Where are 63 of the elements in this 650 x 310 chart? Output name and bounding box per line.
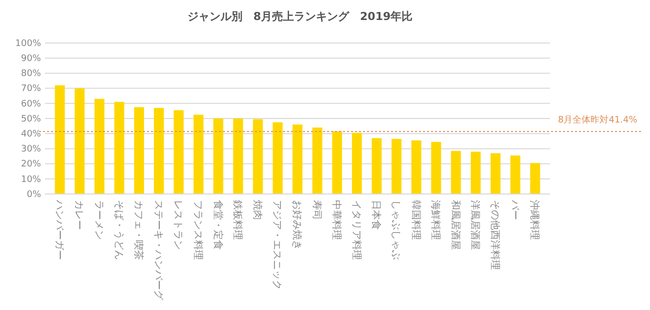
y-tick-label: 100% <box>15 38 42 49</box>
y-tick-label: 60% <box>20 99 42 110</box>
bar <box>510 155 520 194</box>
bar <box>450 150 461 194</box>
bar <box>272 122 283 194</box>
x-tick-label: 焼肉 <box>251 200 264 220</box>
y-tick-label: 30% <box>20 144 42 155</box>
x-tick-label: レストラン <box>172 200 184 250</box>
x-tick-label: カフェ・喫茶 <box>132 200 145 260</box>
x-tick-label: ハンバーガー <box>53 199 64 260</box>
bar <box>252 119 263 194</box>
bar <box>392 138 402 194</box>
x-tick-label: 和風居酒屋 <box>449 200 462 250</box>
bar <box>233 118 244 194</box>
bar <box>411 140 422 194</box>
bar <box>194 114 204 194</box>
y-tick-label: 0% <box>26 190 42 200</box>
x-tick-label: カレー <box>73 200 84 230</box>
y-tick-label: 10% <box>20 174 42 185</box>
x-tick-label: 中華料理 <box>330 200 343 240</box>
x-tick-label: アジア・エスニック <box>271 200 282 290</box>
bar <box>74 88 85 194</box>
chart-title: ジャンル別 8月売上ランキング 2019年比 <box>187 10 413 23</box>
bar <box>490 153 500 194</box>
bar <box>114 102 124 194</box>
bar <box>154 108 164 194</box>
x-tick-label: 韓国料理 <box>410 200 422 240</box>
bar <box>312 128 322 194</box>
bar <box>431 142 442 194</box>
y-tick-label: 50% <box>20 114 42 124</box>
ref-line-label: 8月全体昨対41.4% <box>558 114 638 126</box>
x-tick-label: バー <box>508 199 520 220</box>
bar <box>174 110 184 194</box>
bar <box>94 98 104 194</box>
bar <box>530 163 540 194</box>
x-tick-label: 日本食 <box>370 200 382 230</box>
y-tick-label: 70% <box>20 84 42 94</box>
y-tick-label: 90% <box>20 54 42 64</box>
y-tick-label: 40% <box>20 129 42 140</box>
bar <box>332 131 342 194</box>
y-tick-label: 80% <box>20 69 42 80</box>
y-tick-label: 20% <box>20 160 42 170</box>
x-tick-label: 海鮮料理 <box>430 200 442 240</box>
x-tick-label: そば・うどん <box>112 200 124 260</box>
bar <box>470 152 481 194</box>
x-tick-label: 洋風居酒屋 <box>469 200 482 250</box>
bar <box>134 107 144 194</box>
x-tick-label: 鉄板料理 <box>232 200 244 240</box>
bar <box>213 118 224 194</box>
bar <box>292 124 302 194</box>
bar <box>54 85 65 194</box>
x-tick-label: フランス料理 <box>192 200 204 260</box>
x-tick-label: イタリア料理 <box>350 200 362 260</box>
x-tick-label: しゃぶしゃぶ <box>390 200 402 260</box>
x-tick-label: お好み焼き <box>291 200 303 250</box>
x-tick-label: その他西洋料理 <box>489 200 502 270</box>
x-tick-label: 食堂・定食 <box>212 200 224 250</box>
bar <box>352 132 362 194</box>
x-tick-label: 寿司 <box>310 200 322 220</box>
bar <box>372 138 382 194</box>
x-tick-label: ステーキ・ハンバーグ <box>152 200 164 301</box>
x-tick-label: 沖縄料理 <box>528 200 541 240</box>
x-tick-label: ラーメン <box>92 200 104 240</box>
